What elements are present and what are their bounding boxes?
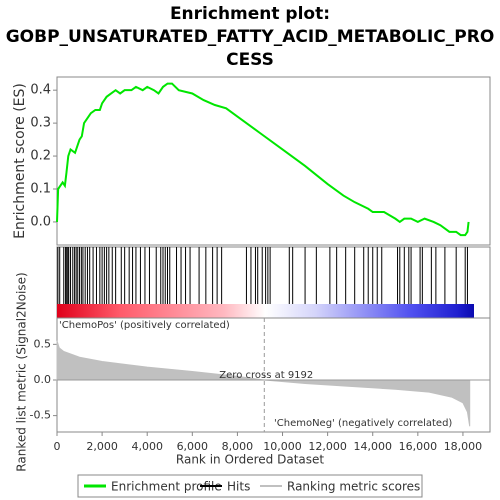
x-tick-label: 6,000 [177,440,209,453]
annotation: 'ChemoPos' (positively correlated) [59,320,230,331]
x-tick-label: 10,000 [263,440,302,453]
x-tick-label: 8,000 [222,440,254,453]
y-tick-label: 0.3 [30,116,51,131]
legend-label: Ranking metric scores [287,480,420,494]
es-line [56,82,470,237]
legend [77,474,423,498]
x-tick-label: 2,000 [86,440,118,453]
x-tick-label: 4,000 [131,440,163,453]
y-tick-label: 0.2 [30,149,51,164]
x-tick-label: 12,000 [308,440,347,453]
annotation: Zero cross at 9192 [219,370,313,381]
y2-tick-label: 0.5 [34,337,52,350]
metric-area [56,340,471,427]
y-tick-label: 0.0 [30,214,51,229]
x-tick-label: 14,000 [353,440,392,453]
y2-tick-label: -0.5 [30,409,51,422]
legend-label: Hits [227,480,250,494]
annotation: 'ChemoNeg' (negatively correlated) [274,418,452,429]
legend-label: Enrichment profile [111,480,222,494]
chart-title: GOBP_UNSATURATED_FATTY_ACID_METABOLIC_PR… [6,27,495,47]
y-tick-label: 0.4 [30,83,51,98]
x-tick-label: 18,000 [444,440,483,453]
chart-title: Enrichment plot: [170,4,330,24]
y2-tick-label: 0.0 [34,373,52,386]
y-tick-label: 0.1 [30,182,51,197]
x-tick-label: 16,000 [399,440,438,453]
color-bar [57,304,474,318]
x-tick-label: 0 [54,440,61,453]
chart-title: CESS [226,50,274,70]
es-panel [56,76,491,246]
y-axis-label: Enrichment score (ES) [12,83,28,239]
x-axis-label: Rank in Ordered Dataset [176,453,324,467]
y2-axis-label: Ranked list metric (Signal2Noise) [15,272,29,471]
